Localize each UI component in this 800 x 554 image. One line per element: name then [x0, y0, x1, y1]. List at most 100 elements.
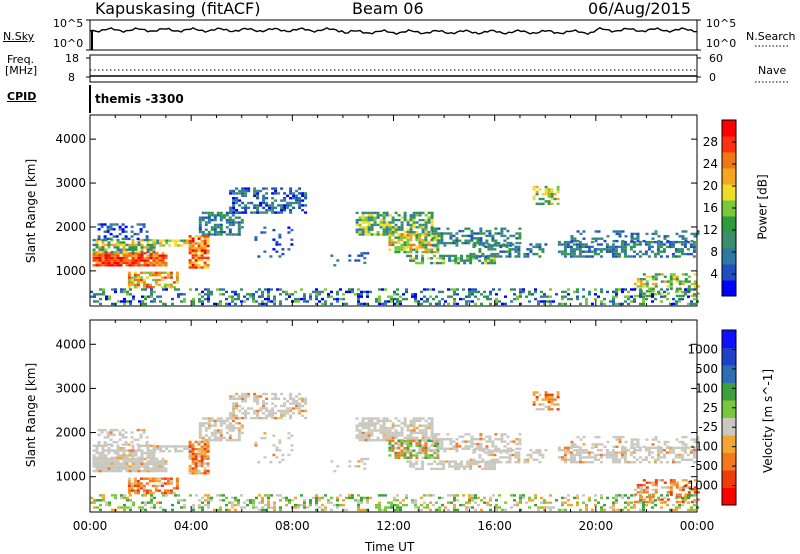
power-cell	[612, 300, 615, 303]
power-cell	[547, 202, 551, 205]
power-cell	[409, 218, 413, 222]
power-cell	[298, 201, 302, 205]
power-cell	[376, 223, 380, 227]
velocity-cell	[131, 465, 135, 468]
power-cell	[690, 282, 694, 286]
power-cell	[391, 228, 395, 231]
power-cell	[535, 185, 539, 189]
velocity-cell	[154, 489, 158, 492]
velocity-cell	[470, 445, 474, 448]
velocity-cell	[623, 449, 627, 452]
velocity-cell	[159, 447, 163, 450]
velocity-cell	[406, 460, 410, 463]
velocity-cell	[491, 445, 495, 448]
velocity-cell	[327, 501, 330, 504]
power-cell	[654, 273, 658, 276]
velocity-cell	[122, 460, 126, 463]
velocity-cell	[605, 456, 609, 459]
velocity-cell	[635, 449, 639, 452]
velocity-cell	[169, 477, 173, 480]
velocity-cell	[415, 462, 419, 466]
velocity-cell	[339, 503, 342, 507]
power-cell	[645, 275, 649, 278]
velocity-cell	[373, 439, 377, 442]
power-cell	[431, 244, 435, 247]
velocity-cell	[415, 436, 419, 439]
velocity-cell	[662, 453, 666, 457]
power-cell	[175, 278, 179, 282]
velocity-cell	[526, 453, 530, 457]
power-cell	[107, 246, 111, 249]
power-cell	[303, 297, 306, 301]
power-cell	[576, 290, 579, 294]
velocity-cell	[415, 454, 419, 457]
power-cell	[645, 297, 648, 301]
nave-tick-top: 60	[709, 52, 723, 65]
power-cell	[109, 225, 113, 229]
power-cell	[200, 239, 204, 243]
power-cell	[267, 288, 270, 291]
power-cell	[677, 250, 681, 253]
power-cell	[303, 293, 306, 296]
power-cell	[272, 248, 276, 251]
power-cell	[274, 187, 278, 190]
velocity-cell	[207, 494, 210, 497]
power-cell	[391, 226, 395, 229]
power-cell	[191, 251, 195, 255]
power-cell	[258, 295, 261, 298]
power-cell	[194, 256, 198, 260]
power-cell	[390, 300, 393, 303]
power-cell	[454, 261, 458, 265]
velocity-cell	[632, 446, 636, 449]
power-cell	[500, 229, 504, 233]
velocity-cell	[244, 409, 248, 413]
power-cell	[234, 302, 237, 306]
velocity-cell	[418, 442, 422, 445]
velocity-cell	[572, 458, 576, 461]
velocity-cell	[280, 392, 284, 396]
velocity-cell	[101, 444, 105, 447]
power-ytick-label: 4000	[55, 132, 86, 146]
power-cell	[330, 290, 333, 294]
power-cell	[390, 297, 393, 301]
power-cell	[681, 282, 685, 286]
velocity-cell	[555, 499, 558, 502]
power-cell	[219, 293, 222, 296]
velocity-cell	[614, 458, 618, 461]
power-cell	[111, 288, 114, 291]
power-cell	[204, 293, 207, 296]
power-cell	[253, 187, 257, 190]
velocity-cell	[681, 486, 685, 489]
velocity-cell	[216, 419, 220, 423]
velocity-cell	[201, 439, 205, 442]
power-cell	[114, 290, 117, 294]
velocity-cell	[177, 494, 180, 497]
velocity-cell	[210, 439, 214, 442]
power-ytick-label: 2000	[55, 220, 86, 234]
power-cell	[143, 238, 147, 242]
power-cell	[415, 226, 419, 229]
velocity-cell	[101, 449, 105, 452]
velocity-cell	[155, 467, 159, 470]
power-cell	[614, 245, 618, 249]
velocity-cell	[573, 443, 577, 446]
velocity-cell	[186, 445, 190, 448]
velocity-cell	[204, 429, 208, 432]
power-cell	[177, 244, 181, 247]
velocity-cell	[327, 499, 330, 502]
velocity-cell	[510, 506, 513, 509]
velocity-cell	[547, 396, 551, 399]
power-cell	[642, 282, 646, 286]
power-cell	[693, 273, 697, 276]
power-cell	[623, 250, 627, 253]
velocity-cell	[693, 440, 697, 444]
velocity-cell	[692, 449, 696, 452]
velocity-cell	[231, 439, 235, 442]
velocity-cell	[440, 442, 444, 446]
velocity-cell	[166, 477, 170, 480]
velocity-cell	[153, 503, 156, 507]
velocity-cell	[578, 451, 582, 454]
power-cell	[629, 255, 633, 258]
velocity-cell	[678, 440, 682, 444]
power-cell	[149, 250, 153, 254]
